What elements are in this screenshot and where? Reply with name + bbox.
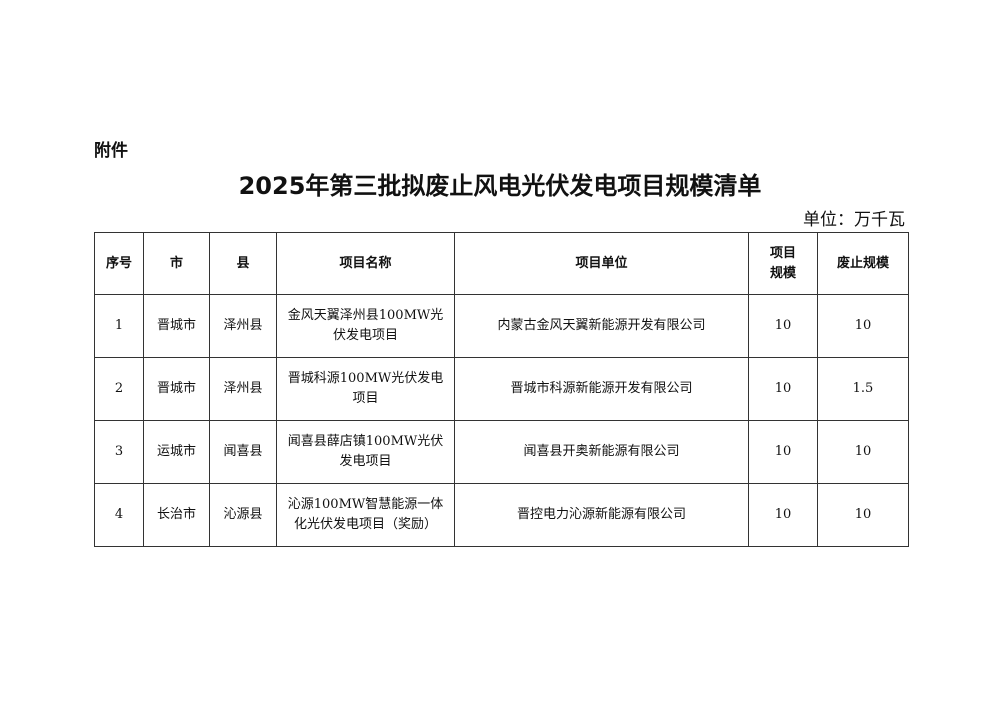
table-cell: 4 bbox=[94, 483, 144, 547]
table-row: 2 晋城市 泽州县 晋城科源100MW光伏发电项目 晋城市科源新能源开发有限公司 10 1.… bbox=[94, 357, 909, 421]
column-header: 废止规模 bbox=[817, 232, 909, 295]
header-row: 序号市县项目名称 项目单位 项目规模 废止规模 bbox=[94, 232, 909, 295]
table-cell: 10 bbox=[817, 420, 909, 484]
table-cell: 闻喜县开奥新能源有限公司 bbox=[454, 420, 749, 484]
column-header: 市 bbox=[143, 232, 210, 295]
table-cell: 沁源100MW智慧能源一体化光伏发电项目（奖励） bbox=[276, 483, 455, 547]
table-cell: 运城市 bbox=[143, 420, 210, 484]
table-cell: 晋城市 bbox=[143, 357, 210, 421]
column-header: 项目名称 bbox=[276, 232, 455, 295]
table-cell: 10 bbox=[748, 420, 818, 484]
table-cell: 10 bbox=[748, 483, 818, 547]
table-cell: 晋城科源100MW光伏发电项目 bbox=[276, 357, 455, 421]
table-cell: 内蒙古金风天翼新能源开发有限公司 bbox=[454, 294, 749, 358]
table-cell: 闻喜县 bbox=[209, 420, 277, 484]
column-header: 县 bbox=[209, 232, 277, 295]
table-cell: 1 bbox=[94, 294, 144, 358]
table-cell: 晋城市科源新能源开发有限公司 bbox=[454, 357, 749, 421]
table-cell: 3 bbox=[94, 420, 144, 484]
table-row: 1 晋城市 泽州县 金风天翼泽州县100MW光伏发电项目 内蒙古金风天翼新能源开发有限公… bbox=[94, 294, 909, 358]
table-row: 3 运城市 闻喜县 闻喜县薛店镇100MW光伏发电项目 闻喜县开奥新能源有限公司 10 10 bbox=[94, 420, 909, 484]
table-cell: 晋控电力沁源新能源有限公司 bbox=[454, 483, 749, 547]
table-cell: 泽州县 bbox=[209, 294, 277, 358]
document-title: 2025年第三批拟废止风电光伏发电项目规模清单 bbox=[238, 172, 762, 200]
column-header: 项目单位 bbox=[454, 232, 749, 295]
table-cell: 2 bbox=[94, 357, 144, 421]
table-cell: 晋城市 bbox=[143, 294, 210, 358]
table-row: 4 长治市 沁源县 沁源100MW智慧能源一体化光伏发电项目（奖励） 晋控电力沁源新能源… bbox=[94, 483, 909, 547]
table-cell: 沁源县 bbox=[209, 483, 277, 547]
table-cell: 1.5 bbox=[817, 357, 909, 421]
table-cell: 10 bbox=[748, 357, 818, 421]
attachment-label: 附件 bbox=[94, 141, 128, 161]
column-header: 项目规模 bbox=[748, 232, 818, 295]
table-cell: 10 bbox=[817, 483, 909, 547]
table-cell: 10 bbox=[817, 294, 909, 358]
table-cell: 金风天翼泽州县100MW光伏发电项目 bbox=[276, 294, 455, 358]
table-cell: 闻喜县薛店镇100MW光伏发电项目 bbox=[276, 420, 455, 484]
table-cell: 长治市 bbox=[143, 483, 210, 547]
column-header: 序号 bbox=[94, 232, 144, 295]
table-cell: 泽州县 bbox=[209, 357, 277, 421]
table-cell: 10 bbox=[748, 294, 818, 358]
unit-label: 单位：万千瓦 bbox=[803, 210, 905, 230]
project-table: 序号市县项目名称 项目单位 项目规模 废止规模 1 晋城市 泽州县 金风天翼泽州县100MW… bbox=[94, 232, 909, 547]
